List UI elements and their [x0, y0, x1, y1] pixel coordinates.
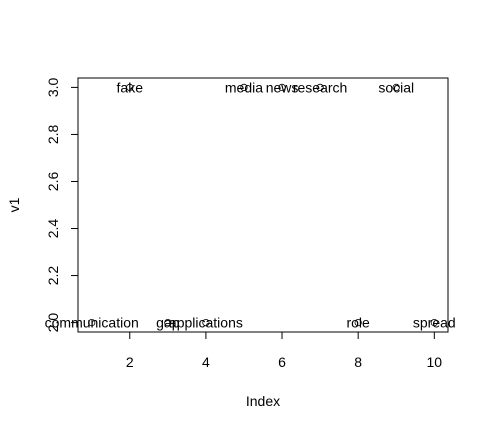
point-label: role: [346, 315, 370, 331]
x-tick-label: 4: [202, 354, 210, 370]
y-tick-label: 2.6: [45, 172, 61, 192]
x-axis-title: Index: [246, 393, 280, 409]
point-label: gap: [156, 315, 180, 331]
data-point: [202, 318, 210, 327]
plot-frame: [77, 77, 449, 333]
data-point: [354, 318, 362, 327]
point-label: news: [266, 79, 299, 95]
point-label: research: [293, 79, 347, 95]
y-tick-label: 3.0: [45, 77, 61, 97]
y-tick-label: 2.8: [45, 125, 61, 145]
x-tick-label: 2: [126, 354, 134, 370]
y-axis-title: v1: [6, 197, 22, 212]
x-axis: 2 4 6 8 10: [126, 331, 443, 370]
data-point: [430, 318, 438, 327]
point-label: applications: [169, 315, 243, 331]
x-tick-label: 6: [278, 354, 286, 370]
x-tick-label: 8: [354, 354, 362, 370]
point-label: communication: [45, 315, 139, 331]
point-label: fake: [117, 79, 144, 95]
point-label: media: [225, 79, 263, 95]
data-point: [278, 83, 286, 92]
y-tick-label: 2.2: [45, 266, 61, 286]
point-label: social: [378, 79, 414, 95]
x-tick-label: 10: [427, 354, 443, 370]
y-tick-label: 2.4: [45, 219, 61, 239]
y-tick-label: 2.0: [45, 313, 61, 333]
data-point: [240, 83, 248, 92]
data-point: [88, 318, 96, 327]
data-point: [316, 83, 324, 92]
data-point: [164, 318, 172, 327]
point-label: spread: [413, 315, 456, 331]
data-point: [126, 83, 134, 92]
data-point: [392, 83, 400, 92]
y-axis: 2.0 2.2 2.4 2.6 2.8 3.0: [45, 77, 79, 333]
